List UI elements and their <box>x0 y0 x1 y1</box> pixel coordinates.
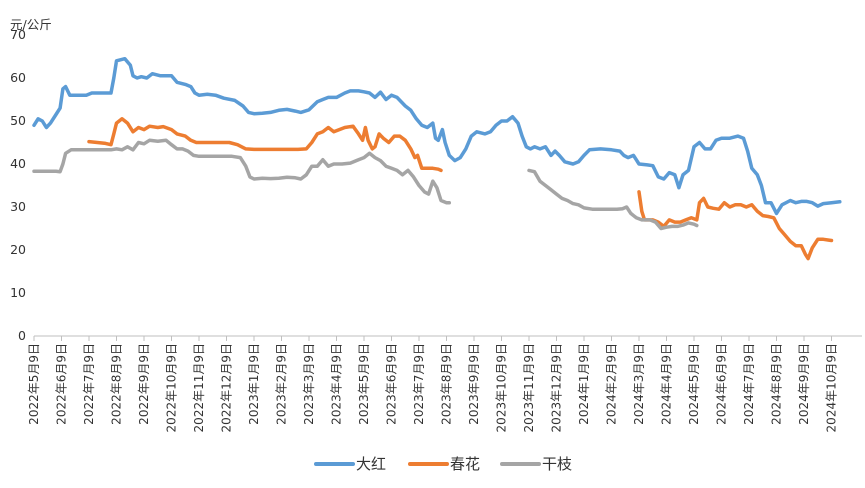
x-tick-label: 2022年11月9日 <box>192 343 206 432</box>
x-tick-label: 2022年5月9日 <box>27 343 41 425</box>
x-tick-label: 2023年10月9日 <box>495 343 509 432</box>
x-tick-label: 2024年4月9日 <box>660 343 674 425</box>
x-tick-label: 2024年10月9日 <box>825 343 839 432</box>
x-tick-label: 2022年6月9日 <box>55 343 69 425</box>
y-tick-label: 20 <box>10 242 26 257</box>
series-line-1-segment-1 <box>637 190 834 261</box>
axes: 元/公斤 <box>10 17 862 337</box>
x-tick-label: 2022年8月9日 <box>110 343 124 425</box>
x-tick-label: 2024年6月9日 <box>715 343 729 425</box>
y-tick-label: 60 <box>10 70 26 85</box>
y-tick-label: 0 <box>18 328 26 343</box>
legend-label-0: 大红 <box>356 455 386 473</box>
series-line-1-segment-0 <box>87 117 443 173</box>
series-line-0-segment-0 <box>32 56 842 216</box>
x-tick-label: 2024年5月9日 <box>687 343 701 425</box>
x-tick-label: 2024年7月9日 <box>742 343 756 425</box>
x-tick-label: 2023年7月9日 <box>412 343 426 425</box>
series-lines <box>32 56 842 261</box>
x-tick-label: 2024年8月9日 <box>770 343 784 425</box>
y-tick-label: 50 <box>10 113 26 128</box>
legend: 大红 春花 干枝 <box>314 455 572 473</box>
x-tick-label: 2022年9月9日 <box>137 343 151 425</box>
series-line-2-segment-1 <box>527 168 699 231</box>
legend-label-2: 干枝 <box>542 455 572 473</box>
y-tick-label: 70 <box>10 27 26 42</box>
x-tick-label: 2024年2月9日 <box>605 343 619 425</box>
x-tick-label: 2023年3月9日 <box>302 343 316 425</box>
x-tick-label: 2023年8月9日 <box>440 343 454 425</box>
x-tick-label: 2023年5月9日 <box>357 343 371 425</box>
y-tick-labels: 0 10 20 30 40 50 60 70 <box>10 27 26 343</box>
x-tick-label: 2023年11月9日 <box>522 343 536 432</box>
x-tick-label: 2022年12月9日 <box>220 343 234 432</box>
x-tick-label: 2023年12月9日 <box>550 343 564 432</box>
x-tick-label: 2022年10月9日 <box>165 343 179 432</box>
x-tick-label: 2024年3月9日 <box>632 343 646 425</box>
x-tick-label: 2022年7月9日 <box>82 343 96 425</box>
x-tick-label: 2024年9月9日 <box>797 343 811 425</box>
x-tick-label: 2023年4月9日 <box>330 343 344 425</box>
legend-label-1: 春花 <box>450 455 480 473</box>
series-line-2-segment-0 <box>32 138 452 205</box>
x-tick-label: 2023年2月9日 <box>275 343 289 425</box>
y-axis-unit-label: 元/公斤 <box>10 17 52 32</box>
y-tick-label: 40 <box>10 156 26 171</box>
x-tick-label: 2023年1月9日 <box>247 343 261 425</box>
y-tick-label: 30 <box>10 199 26 214</box>
x-tick-label: 2023年6月9日 <box>385 343 399 425</box>
y-tick-label: 10 <box>10 285 26 300</box>
x-tick-label: 2024年1月9日 <box>577 343 591 425</box>
x-tick-labels: 2022年5月9日 2022年6月9日 2022年7月9日 2022年8月9日 2022… <box>27 336 839 432</box>
x-tick-label: 2023年9月9日 <box>467 343 481 425</box>
